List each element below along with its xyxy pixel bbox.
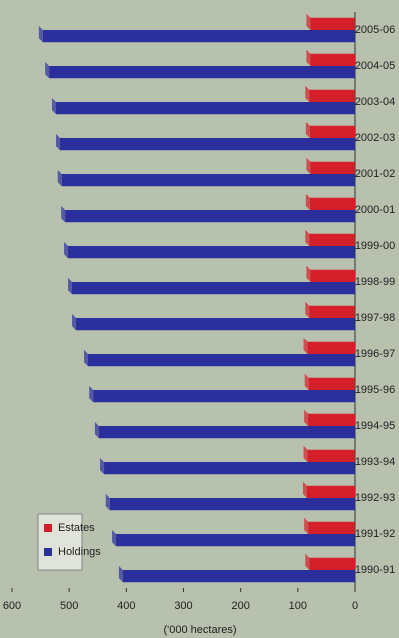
bar-depth (45, 62, 50, 79)
y-tick-label: 400 (117, 600, 135, 612)
bar-depth (305, 85, 310, 102)
bar (309, 305, 355, 318)
bar (308, 413, 355, 426)
bar-depth (304, 373, 309, 390)
x-tick-label: 1992-93 (355, 492, 395, 504)
bar-depth (64, 242, 69, 259)
bar (88, 353, 355, 367)
y-tick-label: 600 (3, 600, 21, 612)
legend-label: Estates (58, 522, 95, 534)
bar (49, 65, 356, 79)
bar (309, 89, 355, 102)
bar (307, 341, 355, 354)
bar (116, 533, 355, 547)
bar (109, 497, 355, 511)
y-tick-label: 500 (60, 600, 78, 612)
bar (98, 426, 355, 439)
bar (65, 209, 355, 223)
x-tick-label: 1997-98 (355, 312, 395, 324)
bar-depth (302, 481, 307, 498)
bar (93, 390, 355, 403)
x-tick-label: 2004-05 (355, 60, 395, 72)
bar-depth (52, 98, 57, 115)
bar (309, 125, 356, 138)
axis-title: ('000 hectares) (163, 624, 236, 636)
bar (310, 161, 356, 174)
bar (104, 462, 355, 475)
bar-depth (100, 458, 105, 475)
y-tick-label: 300 (174, 600, 192, 612)
bar (307, 449, 355, 462)
x-tick-label: 1990-91 (355, 564, 395, 576)
bar-depth (305, 301, 310, 318)
bar-depth (305, 121, 310, 138)
bar-depth (112, 530, 117, 547)
x-tick-label: 2003-04 (355, 96, 395, 108)
legend-label: Holdings (58, 546, 101, 558)
bar (310, 53, 356, 66)
bar (61, 173, 356, 187)
x-tick-label: 1991-92 (355, 528, 395, 540)
bar (310, 269, 356, 282)
bar-depth (305, 193, 310, 210)
x-tick-label: 1996-97 (355, 348, 395, 360)
bar-depth (118, 566, 123, 583)
x-tick-label: 1995-96 (355, 384, 395, 396)
bar (60, 137, 356, 151)
bar-depth (305, 553, 310, 570)
bar (72, 281, 356, 295)
bar-depth (89, 386, 94, 403)
bar-depth (306, 265, 311, 282)
bar-depth (305, 229, 310, 246)
x-tick-label: 2001-02 (355, 168, 395, 180)
bar-depth (306, 13, 311, 30)
y-tick-label: 100 (289, 600, 307, 612)
bar-depth (61, 206, 66, 223)
bar (310, 17, 356, 30)
bar-depth (72, 314, 77, 331)
x-tick-label: 2002-03 (355, 132, 395, 144)
bar-depth (306, 157, 311, 174)
x-tick-label: 1998-99 (355, 276, 395, 288)
x-tick-label: 2005-06 (355, 24, 395, 36)
bar-depth (304, 517, 309, 534)
bar-depth (56, 134, 61, 151)
x-tick-label: 1999-00 (355, 240, 395, 252)
bar (308, 377, 356, 390)
bar (68, 245, 355, 259)
bar-depth (303, 337, 308, 354)
bar-depth (94, 422, 99, 439)
x-tick-label: 1994-95 (355, 420, 395, 432)
bar (306, 485, 356, 498)
bar (308, 521, 355, 534)
bar (42, 29, 356, 43)
y-tick-label: 0 (352, 600, 358, 612)
x-tick-label: 1993-94 (355, 456, 395, 468)
bar (122, 570, 355, 583)
bar-depth (38, 26, 43, 43)
bar (56, 101, 355, 115)
bar-depth (303, 445, 308, 462)
bar-depth (84, 350, 89, 367)
bar (309, 197, 356, 210)
bar-depth (57, 170, 62, 187)
legend-swatch (44, 548, 52, 556)
bar (76, 317, 355, 331)
bar (309, 557, 355, 570)
bar (309, 233, 355, 246)
bar-depth (304, 409, 309, 426)
bar-depth (105, 494, 110, 511)
x-tick-label: 2000-01 (355, 204, 395, 216)
bar-depth (68, 278, 73, 295)
y-tick-label: 200 (231, 600, 249, 612)
bar-depth (306, 49, 311, 66)
legend-swatch (44, 524, 52, 532)
